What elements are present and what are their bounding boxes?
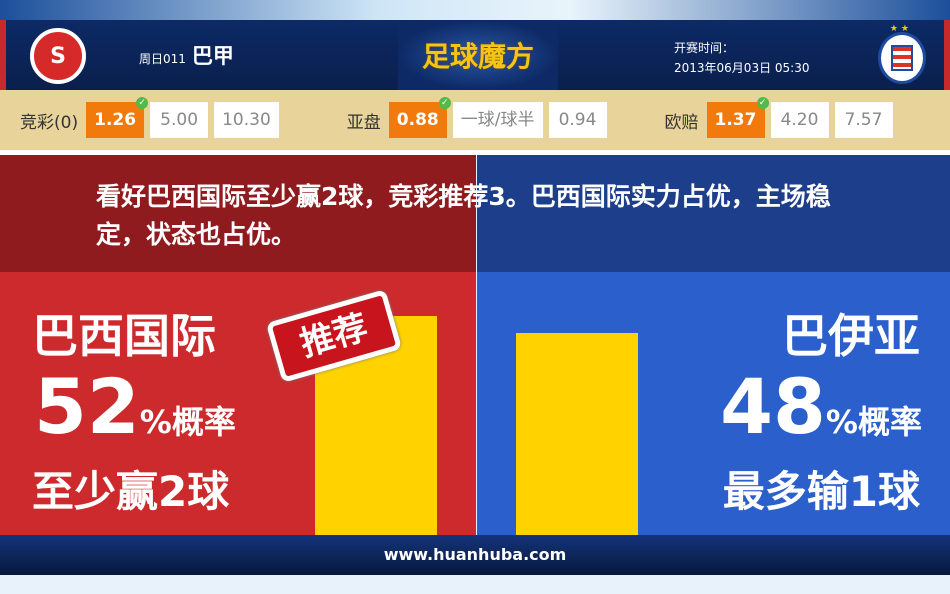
divider [0, 150, 950, 155]
odds-value-text: 一球/球半 [460, 110, 535, 130]
away-probability-bar [516, 332, 638, 535]
odds-value-text: 5.00 [160, 110, 199, 130]
home-pct-suffix: %概率 [139, 403, 236, 441]
brand-logo: 足球魔方 [398, 20, 558, 90]
odds-value-text: 1.26 [94, 110, 137, 130]
odds-value-text: 0.94 [558, 110, 597, 130]
odds-value[interactable]: 1.26 ✓ [86, 97, 149, 138]
odds-value[interactable]: 一球/球半 [452, 102, 543, 138]
odds-value-text: 10.30 [222, 110, 271, 130]
odds-value[interactable]: 0.94 [548, 102, 607, 138]
away-probability: 48%概率 [720, 362, 922, 451]
odds-label: 竞彩(0) [20, 112, 79, 133]
league-name: 巴甲 [191, 44, 234, 68]
footer-url[interactable]: www.huanhuba.com [0, 535, 950, 575]
home-team-name: 巴西国际 [32, 309, 216, 363]
odds-value-text: 0.88 [396, 110, 439, 130]
odds-value[interactable]: 1.37 ✓ [706, 97, 769, 138]
match-number: 周日011 [139, 52, 186, 66]
kickoff-label: 开赛时间： [674, 41, 735, 55]
odds-bar: 竞彩(0) 1.26 ✓ 5.00 10.30 亚盘 0.88 ✓ 一球/球半 0.94 欧赔 1.3… [0, 90, 950, 150]
odds-value[interactable]: 7.57 [834, 102, 893, 138]
comment-band-left [0, 155, 476, 272]
league-info: 周日011 巴甲 [139, 40, 234, 70]
away-team-name: 巴伊亚 [782, 309, 920, 363]
kickoff-value: 2013年06月03日 05:30 [674, 61, 810, 75]
match-header: S 周日011 巴甲 足球魔方 开赛时间： 2013年06月03日 05:30 … [0, 20, 950, 90]
check-icon: ✓ [756, 97, 769, 109]
away-team-logo [878, 32, 926, 84]
check-icon: ✓ [438, 97, 451, 109]
comment-band-right [477, 155, 950, 272]
star-icons: ★★ [889, 24, 912, 34]
odds-value[interactable]: 5.00 [150, 102, 209, 138]
odds-value-text: 4.20 [780, 110, 819, 130]
away-outcome: 最多输1球 [722, 467, 920, 516]
away-pct-suffix: %概率 [825, 403, 922, 441]
odds-label: 欧赔 [664, 112, 699, 133]
home-team-logo: S [30, 28, 86, 84]
away-pct: 48 [720, 362, 826, 451]
odds-value[interactable]: 0.88 ✓ [388, 97, 451, 138]
home-outcome: 至少赢2球 [32, 467, 230, 516]
odds-value-text: 1.37 [714, 110, 757, 130]
kickoff-time: 开赛时间： 2013年06月03日 05:30 [674, 38, 809, 78]
odds-value[interactable]: 4.20 [770, 102, 829, 138]
odds-label: 亚盘 [346, 112, 381, 133]
top-glow [0, 0, 950, 20]
home-pct: 52 [34, 362, 140, 451]
odds-value[interactable]: 10.30 [214, 102, 279, 138]
odds-value-text: 7.57 [844, 110, 883, 130]
home-probability: 52%概率 [34, 362, 236, 451]
prediction-comment: 看好巴西国际至少赢2球，竞彩推荐3。巴西国际实力占优，主场稳定，状态也占优。 [96, 182, 831, 249]
check-icon: ✓ [136, 97, 149, 109]
